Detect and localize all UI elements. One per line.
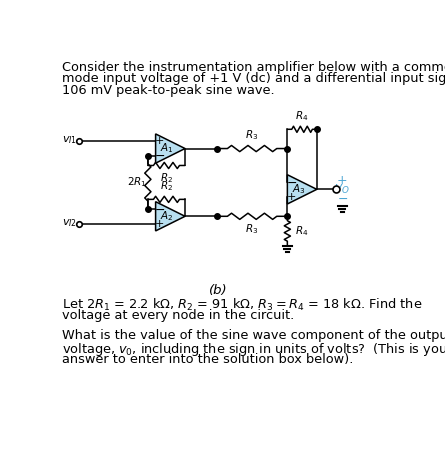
Text: voltage at every node in the circuit.: voltage at every node in the circuit. [62, 309, 294, 323]
Text: 106 mV peak-to-peak sine wave.: 106 mV peak-to-peak sine wave. [62, 84, 275, 97]
Text: +: + [337, 174, 348, 187]
Text: $R_2$: $R_2$ [160, 179, 173, 193]
Text: +: + [287, 192, 296, 202]
Text: What is the value of the sine wave component of the output: What is the value of the sine wave compo… [62, 329, 445, 342]
Polygon shape [156, 202, 185, 231]
Text: +: + [155, 218, 164, 228]
Text: $v_{I2}$: $v_{I2}$ [62, 217, 77, 229]
Text: $R_3$: $R_3$ [246, 222, 259, 236]
Text: $-$: $-$ [154, 149, 165, 162]
Text: $-$: $-$ [337, 192, 348, 205]
Text: $R_3$: $R_3$ [246, 129, 259, 142]
Text: +: + [155, 136, 164, 146]
Text: answer to enter into the solution box below).: answer to enter into the solution box be… [62, 354, 353, 366]
Text: $A_3$: $A_3$ [292, 182, 306, 196]
Text: $R_4$: $R_4$ [295, 109, 309, 123]
Text: $-$: $-$ [154, 202, 165, 216]
Text: $A_1$: $A_1$ [160, 142, 174, 156]
Text: $-$: $-$ [286, 176, 297, 188]
Text: $A_2$: $A_2$ [161, 209, 174, 223]
Text: voltage, $v_0$, including the sign in units of volts?  (This is your final: voltage, $v_0$, including the sign in un… [62, 341, 445, 358]
Text: $2R_1$: $2R_1$ [127, 176, 147, 189]
Text: $R_2$: $R_2$ [160, 172, 173, 186]
Polygon shape [287, 175, 317, 204]
Text: Let $2R_1$ = 2.2 k$\Omega$, $R_2$ = 91 k$\Omega$, $R_3 = R_4$ = 18 k$\Omega$. Fi: Let $2R_1$ = 2.2 k$\Omega$, $R_2$ = 91 k… [62, 297, 422, 313]
Text: (b): (b) [209, 284, 228, 297]
Text: $R_4$: $R_4$ [295, 224, 308, 238]
Text: $v_{I1}$: $v_{I1}$ [62, 135, 77, 147]
Text: $v_O$: $v_O$ [334, 183, 350, 196]
Text: mode input voltage of +1 V (dc) and a differential input signal of: mode input voltage of +1 V (dc) and a di… [62, 72, 445, 85]
Polygon shape [156, 134, 185, 163]
Text: Consider the instrumentation amplifier below with a common-: Consider the instrumentation amplifier b… [62, 61, 445, 74]
